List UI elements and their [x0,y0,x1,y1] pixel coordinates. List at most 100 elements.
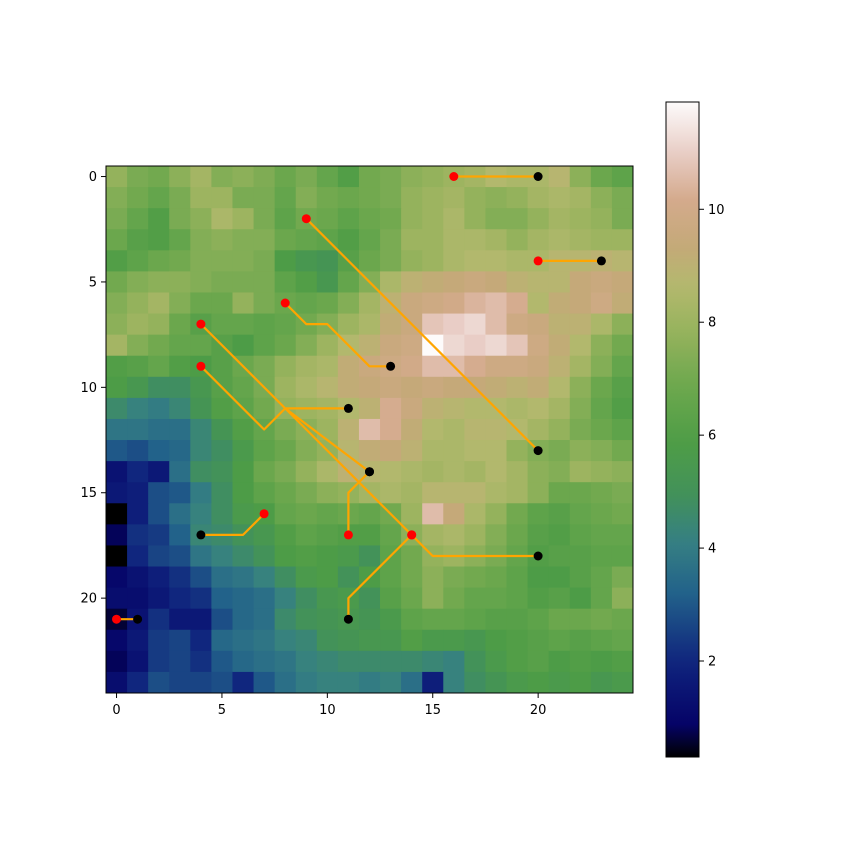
heatmap-cell [548,503,571,525]
heatmap-cell [106,292,128,315]
heatmap-cell [211,461,233,483]
heatmap-cell [380,187,402,209]
heatmap-cell [485,566,508,589]
start-marker [112,614,121,624]
path-line [200,513,265,537]
heatmap-cell [253,608,276,631]
heatmap-cell [611,292,634,315]
heatmap-cell [127,376,149,399]
heatmap-cell [169,250,191,272]
heatmap-cell [274,503,297,525]
heatmap-cell [169,440,191,462]
heatmap-cell [127,313,149,336]
heatmap-cell [106,587,128,610]
heatmap-cell [527,461,550,483]
y-tick-label: 0 [89,170,97,185]
heatmap-cell [569,629,592,652]
heatmap-cell [548,650,571,673]
heatmap-cell [611,271,634,293]
heatmap-cell [464,397,486,420]
heatmap-cell [401,229,423,251]
heatmap-cell [211,271,233,293]
heatmap-cell [211,482,233,504]
heatmap-cell [253,650,276,673]
heatmap-cell [506,334,529,357]
heatmap-cell [316,629,339,652]
heatmap-cell [316,250,339,272]
heatmap-cell [148,566,170,589]
heatmap-cell [169,461,191,483]
heatmap-cell [232,608,255,631]
heatmap-cell [611,250,634,272]
heatmap-cell [590,292,613,315]
heatmap-cell [337,187,360,209]
heatmap-cell [422,229,444,251]
colorbar-frame [665,101,700,758]
heatmap-cell [337,229,360,251]
heatmap-cell [380,250,402,272]
heatmap-cell [211,355,233,378]
heatmap-cell [422,418,444,441]
heatmap-cell [253,355,276,378]
heatmap-cell [253,292,276,315]
heatmap-cell [169,650,191,673]
heatmap-cell [569,503,592,525]
heatmap-cell [548,566,571,589]
x-tick-label: 20 [530,703,547,718]
heatmap-cell [485,229,508,251]
heatmap-cell [190,376,212,399]
heatmap-cell [148,545,170,568]
heatmap-cell [148,461,170,483]
heatmap-cell [253,271,276,293]
heatmap-cell [148,187,170,209]
heatmap-cell [211,503,233,525]
heatmap-cell [422,461,444,483]
heatmap-cell [358,440,381,462]
heatmap-cell [358,650,381,673]
heatmap-cell [506,440,529,462]
heatmap-cell [443,650,465,673]
heatmap-cell [148,208,170,230]
heatmap-cell [569,418,592,441]
heatmap-cell [506,271,529,293]
heatmap-cell [337,313,360,336]
heatmap-cell [569,292,592,315]
heatmap-cell [380,397,402,420]
heatmap-cell [106,440,128,462]
heatmap-cell [316,187,339,209]
heatmap-cell [211,166,233,188]
heatmap-cell [337,292,360,315]
heatmap-cell [337,418,360,441]
heatmap-cell [358,292,381,315]
heatmap-cell [148,271,170,293]
heatmap-cell [548,608,571,631]
heatmap-cell [190,166,212,188]
heatmap-cell [590,313,613,336]
heatmap-cell [401,671,423,694]
heatmap-cell [232,566,255,589]
heatmap-cell [611,482,634,504]
heatmap-cell [527,418,550,441]
heatmap-cell [211,418,233,441]
heatmap-cell [295,461,318,483]
heatmap-cell [295,355,318,378]
heatmap-cell [506,250,529,272]
heatmap-cell [380,271,402,293]
heatmap-cell [316,271,339,293]
heatmap-cell [464,187,486,209]
heatmap-cell [232,187,255,209]
start-marker [196,361,206,371]
heatmap-cell [380,418,402,441]
end-marker [533,172,543,181]
heatmap-cell [295,671,318,694]
heatmap-cell [506,461,529,483]
heatmap-cell [443,608,465,631]
path-line [347,534,413,620]
heatmap-cell [127,587,149,610]
heatmap-cell [422,566,444,589]
heatmap-cell [274,187,297,209]
heatmap-cell [569,671,592,694]
heatmap-cell [569,440,592,462]
heatmap-cell [611,461,634,483]
heatmap-cell [590,271,613,293]
